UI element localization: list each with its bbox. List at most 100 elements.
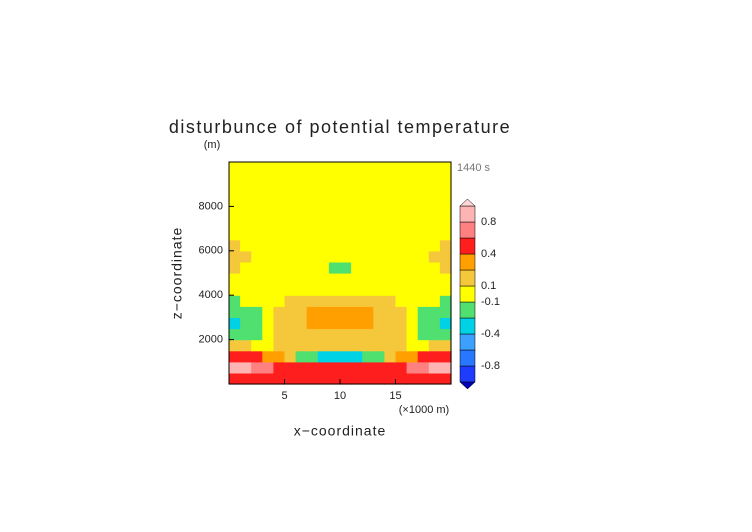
contour-cell	[406, 328, 419, 341]
contour-cell	[428, 228, 441, 241]
contour-cell	[273, 228, 286, 241]
contour-cell	[295, 184, 308, 196]
contour-cell	[317, 339, 330, 352]
contour-cell	[351, 184, 363, 196]
contour-cell	[295, 173, 308, 185]
contour-cell	[317, 361, 330, 374]
contour-cell	[262, 361, 274, 374]
contour-cell	[251, 217, 263, 230]
contour-cell	[351, 317, 363, 330]
contour-cell	[251, 195, 263, 207]
contour-cell	[428, 184, 441, 196]
contour-cell	[240, 328, 252, 341]
contour-cell	[362, 217, 374, 230]
colorbar-tick-label: 0.4	[481, 248, 496, 260]
contour-cell	[362, 339, 374, 352]
contour-cell	[251, 173, 263, 185]
contour-cell	[417, 339, 430, 352]
contour-cell	[406, 228, 419, 241]
contour-cell	[417, 173, 430, 185]
contour-cell	[351, 195, 363, 207]
contour-cell	[229, 372, 241, 385]
contour-cell	[362, 306, 374, 318]
contour-cell	[439, 284, 452, 296]
contour-cell	[384, 339, 397, 352]
contour-cell	[328, 339, 341, 352]
contour-cell	[351, 339, 363, 352]
contour-cell	[295, 217, 308, 230]
contour-cell	[251, 317, 263, 330]
colorbar-box	[459, 205, 476, 223]
contour-cell	[417, 162, 430, 174]
y-tick-label: 6000	[199, 245, 223, 257]
contour-cell	[229, 361, 241, 374]
contour-cell	[351, 206, 363, 219]
contour-cell	[406, 184, 419, 196]
contour-cell	[251, 273, 263, 285]
contour-cell	[317, 284, 330, 296]
contour-cell	[262, 372, 274, 385]
contour-cell	[395, 239, 408, 252]
contour-cell	[240, 217, 252, 230]
contour-cell	[317, 195, 330, 207]
contour-cell	[317, 162, 330, 174]
contour-cell	[240, 195, 252, 207]
y-axis-label: z−coordinate	[169, 227, 185, 320]
contour-cell	[384, 361, 397, 374]
contour-cell	[284, 339, 297, 352]
contour-cell	[351, 273, 363, 285]
contour-cell	[328, 350, 341, 363]
contour-cell	[317, 206, 330, 219]
contour-cell	[362, 372, 374, 385]
y-tick-label: 2000	[199, 334, 223, 346]
contour-cell	[284, 250, 297, 263]
contour-cell	[317, 295, 330, 307]
contour-cell	[273, 195, 286, 207]
contour-cell	[273, 261, 286, 274]
contour-cell	[240, 284, 252, 296]
contour-cell	[229, 250, 241, 263]
contour-cell	[439, 273, 452, 285]
contour-cell	[417, 239, 430, 252]
contour-cell	[306, 361, 319, 374]
contour-cell	[395, 284, 408, 296]
contour-cell	[428, 306, 441, 318]
contour-cell	[428, 372, 441, 385]
contour-cell	[229, 217, 241, 230]
contour-cell	[328, 239, 341, 252]
contour-cell	[428, 328, 441, 341]
contour-cell	[362, 295, 374, 307]
contour-cell	[428, 284, 441, 296]
contour-cell	[384, 250, 397, 263]
contour-cell	[439, 306, 452, 318]
contour-cell	[251, 306, 263, 318]
contour-cell	[306, 284, 319, 296]
contour-cell	[240, 228, 252, 241]
contour-cell	[240, 173, 252, 185]
contour-cell	[439, 361, 452, 374]
contour-cell	[273, 173, 286, 185]
contour-cell	[251, 184, 263, 196]
contour-cell	[229, 273, 241, 285]
contour-cell	[384, 217, 397, 230]
contour-cell	[328, 328, 341, 341]
contour-cell	[240, 306, 252, 318]
x-tick-label: 15	[389, 390, 401, 402]
y-tick-label: 4000	[199, 289, 223, 301]
contour-cell	[373, 350, 385, 363]
contour-cell	[362, 284, 374, 296]
contour-cell	[295, 195, 308, 207]
contour-cell	[373, 284, 385, 296]
contour-cell	[428, 173, 441, 185]
contour-cell	[306, 261, 319, 274]
contour-cell	[229, 295, 241, 307]
x-axis-label: x−coordinate	[294, 423, 387, 439]
contour-cell	[284, 284, 297, 296]
contour-cell	[428, 217, 441, 230]
contour-cell	[317, 372, 330, 385]
contour-cell	[439, 228, 452, 241]
contour-cell	[373, 306, 385, 318]
contour-cell	[395, 273, 408, 285]
contour-cell	[340, 250, 352, 263]
contour-cell	[373, 261, 385, 274]
